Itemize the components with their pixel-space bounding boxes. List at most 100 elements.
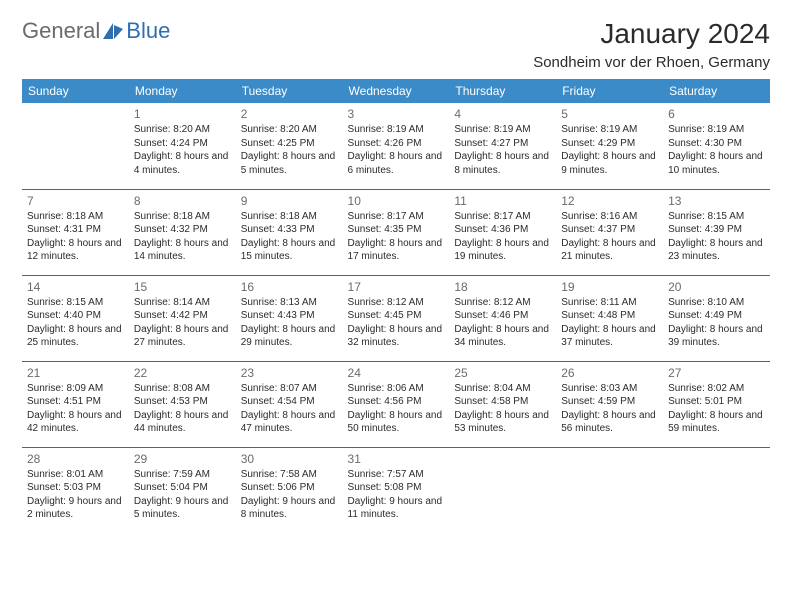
day-number: 15 <box>134 280 231 294</box>
day-number: 31 <box>348 452 445 466</box>
calendar-cell: 18Sunrise: 8:12 AMSunset: 4:46 PMDayligh… <box>449 275 556 361</box>
daylight-line: Daylight: 8 hours and 47 minutes. <box>241 409 338 436</box>
title-block: January 2024 Sondheim vor der Rhoen, Ger… <box>533 18 770 71</box>
sunrise-line: Sunrise: 8:02 AM <box>668 382 765 396</box>
sunset-line: Sunset: 4:33 PM <box>241 223 338 237</box>
daylight-line: Daylight: 8 hours and 15 minutes. <box>241 237 338 264</box>
daylight-line: Daylight: 8 hours and 27 minutes. <box>134 323 231 350</box>
daylight-line: Daylight: 8 hours and 23 minutes. <box>668 237 765 264</box>
sunset-line: Sunset: 4:40 PM <box>27 309 124 323</box>
calendar-cell: 12Sunrise: 8:16 AMSunset: 4:37 PMDayligh… <box>556 189 663 275</box>
sunrise-line: Sunrise: 8:19 AM <box>668 123 765 137</box>
day-number: 29 <box>134 452 231 466</box>
day-number: 20 <box>668 280 765 294</box>
sunset-line: Sunset: 4:53 PM <box>134 395 231 409</box>
calendar-cell: 22Sunrise: 8:08 AMSunset: 4:53 PMDayligh… <box>129 361 236 447</box>
logo-sail-icon <box>102 22 124 40</box>
calendar-cell: 3Sunrise: 8:19 AMSunset: 4:26 PMDaylight… <box>343 103 450 189</box>
logo: General Blue <box>22 18 170 44</box>
daylight-line: Daylight: 9 hours and 5 minutes. <box>134 495 231 522</box>
daylight-line: Daylight: 8 hours and 14 minutes. <box>134 237 231 264</box>
sunrise-line: Sunrise: 8:18 AM <box>27 210 124 224</box>
daylight-line: Daylight: 8 hours and 4 minutes. <box>134 150 231 177</box>
daylight-line: Daylight: 8 hours and 25 minutes. <box>27 323 124 350</box>
location: Sondheim vor der Rhoen, Germany <box>533 54 770 71</box>
calendar-cell: 10Sunrise: 8:17 AMSunset: 4:35 PMDayligh… <box>343 189 450 275</box>
sunset-line: Sunset: 4:37 PM <box>561 223 658 237</box>
day-number: 13 <box>668 194 765 208</box>
calendar-cell: 4Sunrise: 8:19 AMSunset: 4:27 PMDaylight… <box>449 103 556 189</box>
day-number: 25 <box>454 366 551 380</box>
calendar-cell: 17Sunrise: 8:12 AMSunset: 4:45 PMDayligh… <box>343 275 450 361</box>
sunset-line: Sunset: 4:56 PM <box>348 395 445 409</box>
sunrise-line: Sunrise: 8:12 AM <box>348 296 445 310</box>
sunrise-line: Sunrise: 8:18 AM <box>134 210 231 224</box>
calendar-cell: 28Sunrise: 8:01 AMSunset: 5:03 PMDayligh… <box>22 447 129 533</box>
day-number: 30 <box>241 452 338 466</box>
sunset-line: Sunset: 4:51 PM <box>27 395 124 409</box>
sunrise-line: Sunrise: 8:08 AM <box>134 382 231 396</box>
sunset-line: Sunset: 4:24 PM <box>134 137 231 151</box>
sunset-line: Sunset: 5:01 PM <box>668 395 765 409</box>
day-number: 27 <box>668 366 765 380</box>
calendar-table: SundayMondayTuesdayWednesdayThursdayFrid… <box>22 79 770 533</box>
sunset-line: Sunset: 4:48 PM <box>561 309 658 323</box>
daylight-line: Daylight: 8 hours and 8 minutes. <box>454 150 551 177</box>
daylight-line: Daylight: 8 hours and 32 minutes. <box>348 323 445 350</box>
daylight-line: Daylight: 8 hours and 19 minutes. <box>454 237 551 264</box>
day-header: Monday <box>129 79 236 103</box>
day-header: Tuesday <box>236 79 343 103</box>
day-number: 11 <box>454 194 551 208</box>
daylight-line: Daylight: 9 hours and 8 minutes. <box>241 495 338 522</box>
calendar-cell: 16Sunrise: 8:13 AMSunset: 4:43 PMDayligh… <box>236 275 343 361</box>
calendar-cell <box>449 447 556 533</box>
calendar-cell: 26Sunrise: 8:03 AMSunset: 4:59 PMDayligh… <box>556 361 663 447</box>
calendar-cell: 11 Sunrise: 8:17 AMSunset: 4:36 PMDayligh… <box>449 189 556 275</box>
day-number: 7 <box>27 194 124 208</box>
sunset-line: Sunset: 4:32 PM <box>134 223 231 237</box>
sunrise-line: Sunrise: 8:15 AM <box>668 210 765 224</box>
sunset-line: Sunset: 4:43 PM <box>241 309 338 323</box>
daylight-line: Daylight: 8 hours and 5 minutes. <box>241 150 338 177</box>
sunrise-line: Sunrise: 8:09 AM <box>27 382 124 396</box>
sunrise-line: Sunrise: 8:07 AM <box>241 382 338 396</box>
day-number: 18 <box>454 280 551 294</box>
sunrise-line: Sunrise: 8:17 AM <box>454 210 551 224</box>
sunrise-line: Sunrise: 8:20 AM <box>241 123 338 137</box>
calendar-cell: 21Sunrise: 8:09 AMSunset: 4:51 PMDayligh… <box>22 361 129 447</box>
day-header: Wednesday <box>343 79 450 103</box>
sunrise-line: Sunrise: 8:12 AM <box>454 296 551 310</box>
month-title: January 2024 <box>533 18 770 50</box>
daylight-line: Daylight: 8 hours and 21 minutes. <box>561 237 658 264</box>
calendar-cell <box>556 447 663 533</box>
daylight-line: Daylight: 8 hours and 42 minutes. <box>27 409 124 436</box>
daylight-line: Daylight: 9 hours and 11 minutes. <box>348 495 445 522</box>
sunrise-line: Sunrise: 8:13 AM <box>241 296 338 310</box>
daylight-line: Daylight: 8 hours and 56 minutes. <box>561 409 658 436</box>
daylight-line: Daylight: 8 hours and 34 minutes. <box>454 323 551 350</box>
sunrise-line: Sunrise: 8:19 AM <box>561 123 658 137</box>
daylight-line: Daylight: 8 hours and 6 minutes. <box>348 150 445 177</box>
sunset-line: Sunset: 5:04 PM <box>134 481 231 495</box>
sunrise-line: Sunrise: 8:18 AM <box>241 210 338 224</box>
sunset-line: Sunset: 4:36 PM <box>454 223 551 237</box>
calendar-cell: 14Sunrise: 8:15 AMSunset: 4:40 PMDayligh… <box>22 275 129 361</box>
day-number: 19 <box>561 280 658 294</box>
sunset-line: Sunset: 4:30 PM <box>668 137 765 151</box>
calendar-cell: 31Sunrise: 7:57 AMSunset: 5:08 PMDayligh… <box>343 447 450 533</box>
daylight-line: Daylight: 8 hours and 37 minutes. <box>561 323 658 350</box>
day-number: 5 <box>561 107 658 121</box>
sunset-line: Sunset: 4:39 PM <box>668 223 765 237</box>
daylight-line: Daylight: 8 hours and 12 minutes. <box>27 237 124 264</box>
sunrise-line: Sunrise: 7:58 AM <box>241 468 338 482</box>
daylight-line: Daylight: 8 hours and 53 minutes. <box>454 409 551 436</box>
calendar-cell: 27Sunrise: 8:02 AMSunset: 5:01 PMDayligh… <box>663 361 770 447</box>
day-number: 9 <box>241 194 338 208</box>
daylight-line: Daylight: 8 hours and 10 minutes. <box>668 150 765 177</box>
sunrise-line: Sunrise: 7:57 AM <box>348 468 445 482</box>
daylight-line: Daylight: 8 hours and 39 minutes. <box>668 323 765 350</box>
sunset-line: Sunset: 5:03 PM <box>27 481 124 495</box>
calendar-cell: 13 Sunrise: 8:15 AMSunset: 4:39 PMDayligh… <box>663 189 770 275</box>
day-number: 23 <box>241 366 338 380</box>
calendar-cell: 23Sunrise: 8:07 AMSunset: 4:54 PMDayligh… <box>236 361 343 447</box>
